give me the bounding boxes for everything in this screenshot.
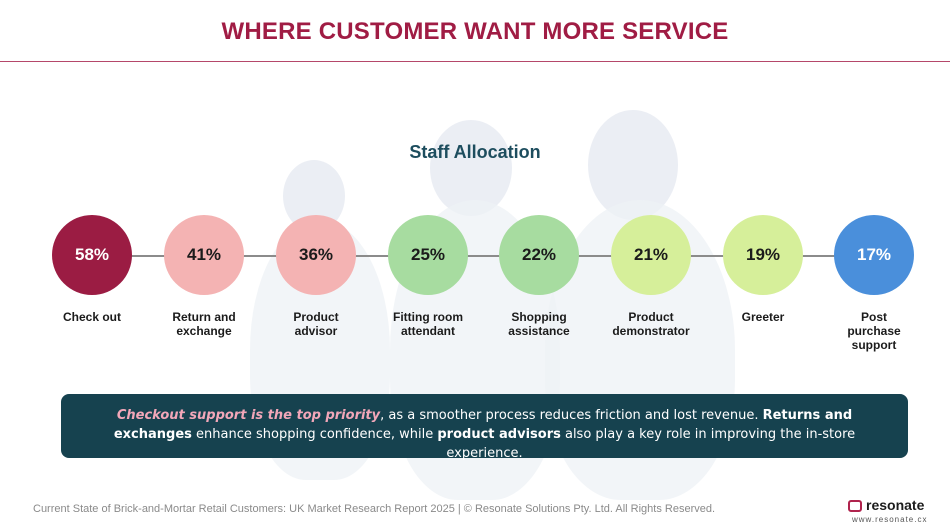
insight-callout: Checkout support is the top priority, as…: [61, 394, 908, 461]
stat-label-return-exchange: Return and exchange: [172, 310, 236, 338]
stat-circle-return-exchange: 41%: [164, 215, 244, 295]
resonate-logo-icon: [848, 500, 862, 512]
stat-circle-shopping-assistance: 22%: [499, 215, 579, 295]
title-divider: [0, 61, 950, 62]
stat-circle-fitting-room: 25%: [388, 215, 468, 295]
stat-label-fitting-room: Fitting room attendant: [393, 310, 463, 338]
stat-label-product-advisor: Product advisor: [293, 310, 339, 338]
callout-highlight: Checkout support is the top priority: [116, 408, 381, 423]
logo-wordmark: resonate: [866, 497, 925, 513]
callout-text: , as a smoother process reduces friction…: [380, 408, 763, 423]
page-title: WHERE CUSTOMER WANT MORE SERVICE: [221, 18, 729, 45]
logo-url: www.resonate.cx: [852, 515, 928, 524]
stat-label-shopping-assistance: Shopping assistance: [508, 310, 570, 338]
footer-copyright: Current State of Brick-and-Mortar Retail…: [33, 503, 716, 515]
section-subtitle: Staff Allocation: [409, 142, 541, 162]
stat-circle-product-demonstrator: 21%: [611, 215, 691, 295]
stat-circle-check-out: 58%: [52, 215, 132, 295]
stat-circle-greeter: 19%: [723, 215, 803, 295]
stat-label-product-demonstrator: Product demonstrator: [612, 310, 690, 338]
stat-circle-post-purchase: 17%: [834, 215, 914, 295]
stat-label-greeter: Greeter: [741, 310, 785, 324]
stat-label-post-purchase: Post purchase support: [847, 310, 901, 352]
callout-text: also play a key role in improving the in…: [446, 427, 856, 461]
resonate-logo: resonate www.resonate.cx: [848, 497, 940, 525]
callout-text: enhance shopping confidence, while: [191, 427, 438, 442]
callout-emphasis: Returns and exchanges: [113, 408, 853, 442]
stat-circle-product-advisor: 36%: [276, 215, 356, 295]
stat-label-check-out: Check out: [62, 310, 121, 324]
timeline-connector: [92, 255, 874, 257]
callout-emphasis: product advisors: [437, 427, 561, 442]
